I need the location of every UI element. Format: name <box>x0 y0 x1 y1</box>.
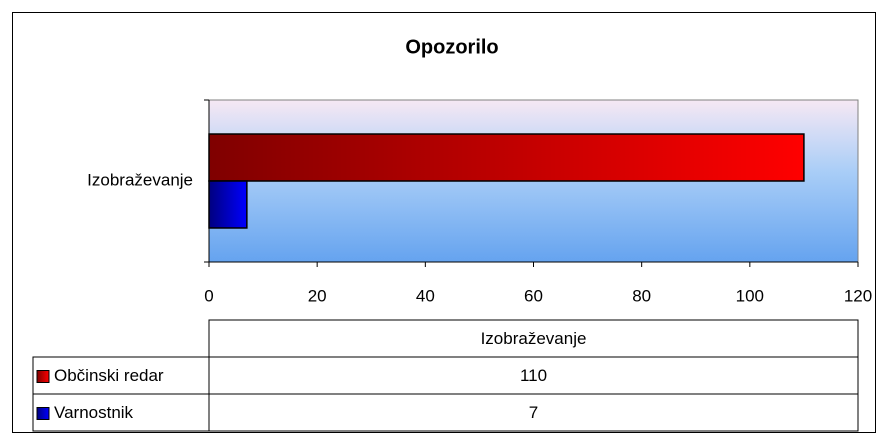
x-tick-label: 60 <box>524 286 543 305</box>
table-header: Izobraževanje <box>481 329 587 348</box>
x-tick-label: 20 <box>308 286 327 305</box>
table-value: 7 <box>529 403 538 422</box>
bar <box>208 133 805 182</box>
bar <box>208 180 248 229</box>
x-tick-label: 80 <box>632 286 651 305</box>
x-tick-label: 0 <box>204 286 213 305</box>
legend-label: Občinski redar <box>54 366 164 385</box>
table-value: 110 <box>520 366 547 385</box>
x-tick-label: 40 <box>416 286 435 305</box>
chart-title: Opozorilo <box>405 36 498 58</box>
legend-label: Varnostnik <box>54 403 134 422</box>
legend-key <box>36 370 50 383</box>
x-tick-label: 120 <box>844 286 872 305</box>
legend-key <box>36 407 50 420</box>
y-tick-label: Izobraževanje <box>87 170 193 189</box>
x-tick-label: 100 <box>736 286 764 305</box>
